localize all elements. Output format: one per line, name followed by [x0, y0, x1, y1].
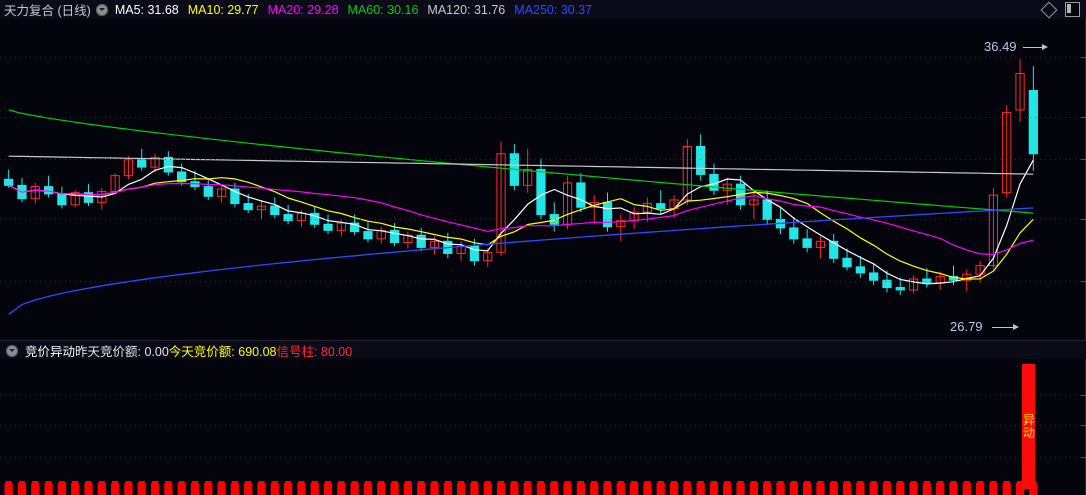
ma20-readout: MA20: 29.28: [267, 2, 339, 17]
high-arrow-head: [1042, 43, 1048, 50]
axis-tick: [1081, 219, 1086, 220]
ma60-readout: MA60: 30.16: [347, 2, 419, 17]
yesterday-amount-readout: 昨天竞价额: 0.00: [75, 345, 169, 359]
ma250-readout: MA250: 30.37: [514, 2, 593, 17]
indicator-pane[interactable]: 异动: [0, 359, 1086, 495]
circle-caret-down-icon[interactable]: [95, 3, 108, 16]
price-chart-pane[interactable]: 36.49 26.79 财: [0, 19, 1086, 340]
indicator-title: 竞价异动: [25, 345, 76, 359]
ma5-readout: MA5: 31.68: [114, 2, 179, 17]
gridline: [0, 117, 1086, 118]
axis-tick: [1081, 281, 1086, 282]
low-arrow-head: [1013, 323, 1019, 330]
diamond-icon[interactable]: [1040, 1, 1058, 18]
signal-bar-readout: 信号柱: 80.00: [276, 345, 353, 359]
gridline: [0, 395, 1086, 396]
signal-bar-highlight: [1022, 364, 1035, 489]
high-arrow-line: [1023, 47, 1045, 48]
circle-caret-down-icon[interactable]: [6, 344, 18, 357]
candlestick-canvas: [4, 59, 1038, 315]
signal-bar-label: 异动: [1022, 413, 1035, 440]
gridline: [0, 457, 1086, 458]
low-arrow-line: [992, 327, 1017, 328]
axis-tick: [1081, 159, 1086, 160]
axis-tick: [1081, 457, 1086, 458]
ma10-readout: MA10: 29.77: [187, 2, 259, 17]
axis-tick: [1081, 425, 1086, 426]
watermark: 财: [676, 337, 691, 340]
gridline: [0, 425, 1086, 426]
ma120-readout: MA120: 31.76: [427, 2, 506, 17]
axis-tick: [1081, 117, 1086, 118]
gridline: [0, 281, 1086, 282]
indicator-bars-canvas: [4, 481, 1038, 495]
chart-header-bar: 天力复合 (日线) MA5: 31.68 MA10: 29.77 MA20: 2…: [0, 0, 1086, 20]
gridline: [0, 57, 1086, 58]
low-price-label: 26.79: [950, 319, 983, 334]
gridline: [0, 219, 1086, 220]
indicator-header-bar: 竞价异动 昨天竞价额: 0.00 今天竞价额: 690.08 信号柱: 80.0…: [0, 340, 1086, 361]
gridline: [0, 159, 1086, 160]
today-amount-readout: 今天竞价额: 690.08: [168, 345, 277, 359]
panel-layout-icon[interactable]: [1065, 2, 1080, 17]
axis-tick: [1081, 395, 1086, 396]
instrument-title: 天力复合 (日线): [4, 4, 91, 18]
header-tool-icons: [1040, 0, 1080, 19]
high-price-label: 36.49: [984, 39, 1017, 54]
axis-tick: [1081, 57, 1086, 58]
